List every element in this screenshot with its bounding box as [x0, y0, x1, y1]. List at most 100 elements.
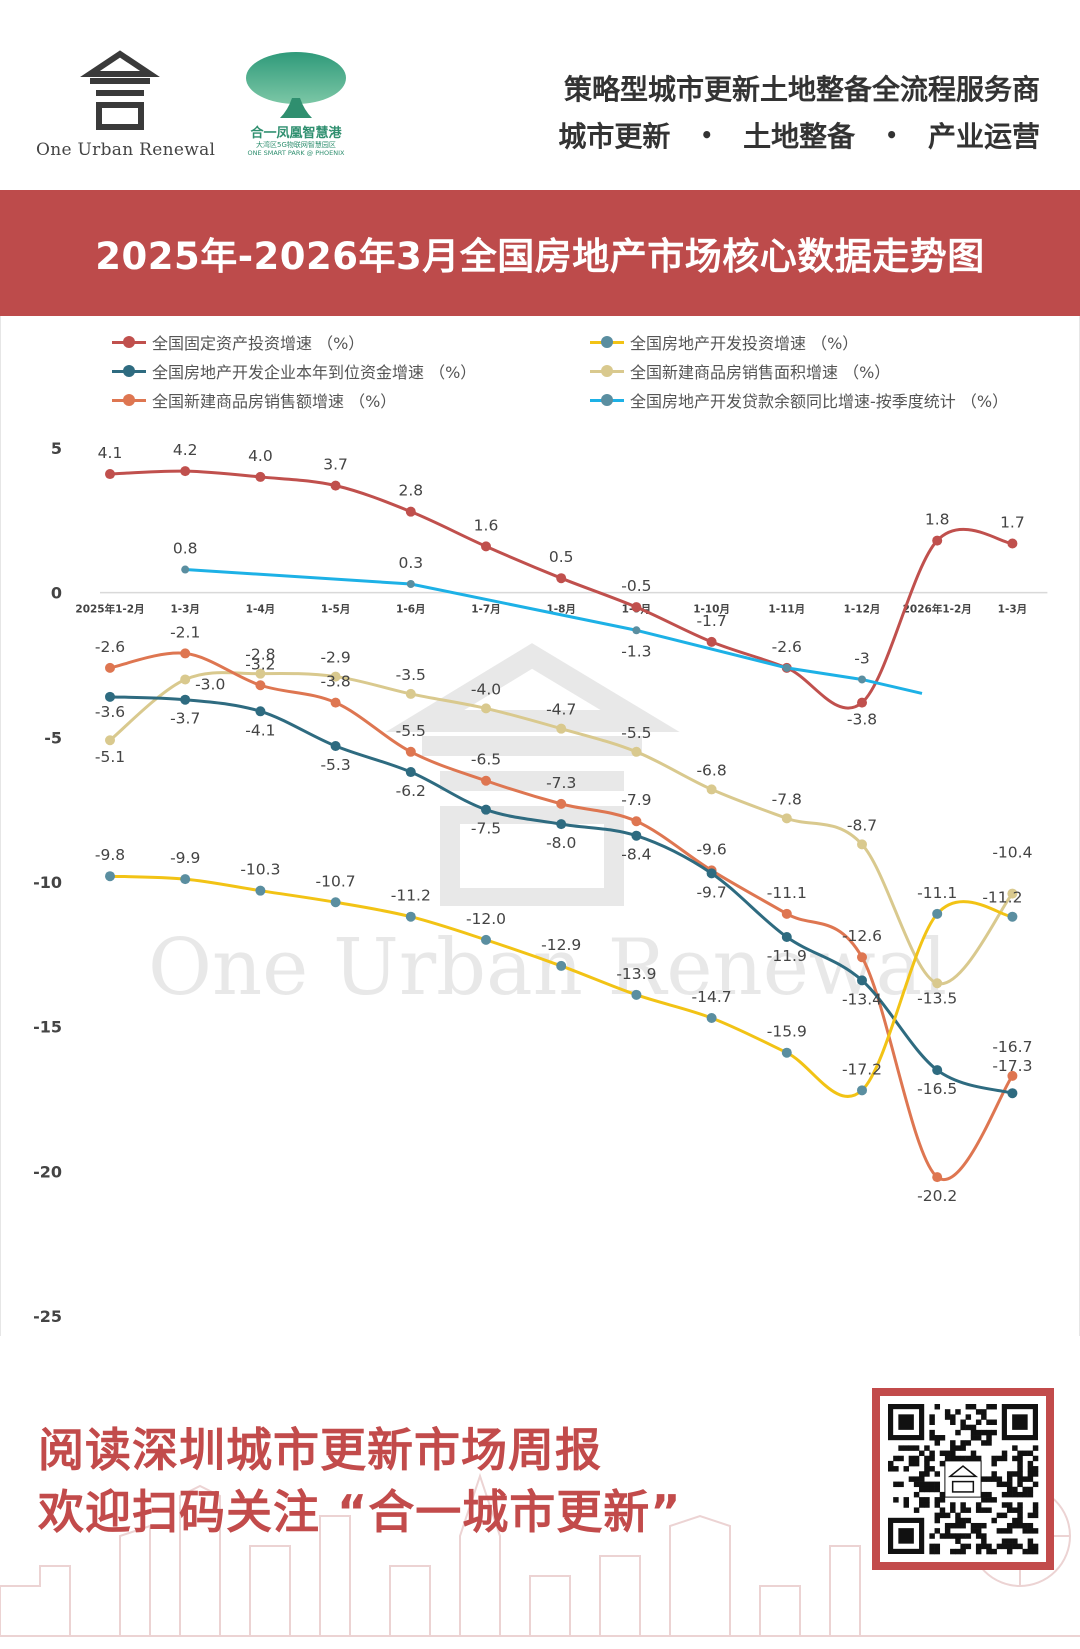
data-label: -1.7 — [696, 612, 726, 630]
qr-module — [934, 1512, 941, 1519]
legend-swatch — [112, 334, 146, 350]
legend-label: 全国新建商品房销售额增速 （%） — [152, 392, 397, 411]
watermark-text: One Urban Renewal — [148, 923, 947, 1013]
data-label: -2.6 — [772, 638, 802, 656]
x-tick-label: 2025年1-2月 — [75, 603, 144, 616]
qr-module — [955, 1409, 961, 1415]
qr-code[interactable] — [872, 1388, 1054, 1570]
qr-module — [934, 1548, 941, 1555]
legend-label: 全国新建商品房销售面积增速 （%） — [630, 363, 891, 382]
qr-module — [1027, 1476, 1034, 1482]
qr-module — [1032, 1528, 1039, 1534]
data-label: -5.5 — [396, 722, 426, 740]
qr-module — [919, 1481, 925, 1488]
x-tick-label: 1-3月 — [170, 604, 199, 616]
qr-module — [913, 1445, 920, 1451]
qr-module — [1001, 1481, 1008, 1488]
qr-module — [1027, 1450, 1034, 1457]
qr-module — [991, 1455, 997, 1462]
qr-module — [986, 1507, 992, 1513]
qr-module — [929, 1533, 935, 1539]
qr-module — [1012, 1445, 1018, 1451]
qr-module — [888, 1460, 894, 1467]
qr-module — [944, 1414, 951, 1420]
qr-module — [996, 1481, 1003, 1488]
data-point — [330, 897, 341, 908]
data-point — [1007, 888, 1018, 899]
qr-module — [970, 1404, 977, 1410]
data-label: -11.2 — [982, 889, 1022, 907]
y-tick-label: 0 — [51, 584, 62, 603]
x-tick-label: 1-3月 — [998, 604, 1027, 616]
qr-module — [981, 1476, 987, 1482]
data-label: 4.2 — [173, 441, 198, 459]
qr-module — [924, 1502, 930, 1508]
data-point — [405, 746, 416, 757]
park-subtitle-en: ONE SMART PARK @ PHOENIX — [247, 149, 345, 157]
qr-module — [965, 1533, 972, 1539]
title-banner: 2025年-2026年3月全国房地产市场核心数据走势图 — [0, 190, 1080, 316]
qr-module — [944, 1450, 951, 1457]
tree-icon — [246, 52, 346, 118]
qr-module — [924, 1471, 930, 1477]
x-tick-label: 1-4月 — [246, 604, 275, 616]
data-point — [405, 911, 416, 922]
qr-module — [1012, 1471, 1018, 1477]
data-label: -3.8 — [847, 711, 877, 729]
x-tick-label: 1-12月 — [844, 604, 881, 616]
qr-module — [1017, 1512, 1023, 1519]
qr-module — [965, 1455, 972, 1462]
y-tick-label: -5 — [44, 728, 62, 747]
qr-module — [1012, 1491, 1018, 1498]
data-point — [1007, 1070, 1018, 1081]
data-label: -11.1 — [917, 884, 957, 902]
qr-module — [1027, 1512, 1034, 1519]
qr-module — [991, 1471, 997, 1477]
qr-module — [929, 1543, 935, 1550]
qr-module — [965, 1543, 972, 1550]
data-label: -2.9 — [320, 649, 350, 667]
data-label: -11.1 — [767, 884, 807, 902]
qr-module — [898, 1455, 904, 1462]
qr-module — [981, 1409, 987, 1415]
data-label: 1.8 — [925, 511, 950, 529]
watermark-logo-icon — [385, 643, 680, 732]
service-land-consolidation: 土地整备 — [743, 120, 856, 153]
qr-module — [893, 1455, 899, 1462]
series-line — [185, 568, 923, 695]
data-point — [782, 663, 791, 672]
data-label: -3.6 — [95, 703, 125, 721]
data-label: -8.4 — [621, 846, 651, 864]
qr-finder — [1012, 1414, 1028, 1430]
qr-module — [934, 1435, 941, 1441]
qr-finder — [898, 1528, 914, 1544]
data-label: -10.7 — [316, 872, 356, 890]
qr-module — [986, 1543, 992, 1550]
legend-label: 全国固定资产投资增速 （%） — [152, 334, 365, 353]
qr-module — [1006, 1543, 1013, 1550]
qr-module — [1006, 1486, 1013, 1493]
data-point — [105, 871, 115, 882]
legend-item: 全国固定资产投资增速 （%） — [112, 330, 364, 354]
data-point — [105, 469, 115, 480]
qr-module — [975, 1522, 982, 1529]
data-label: -3.8 — [320, 673, 350, 691]
qr-module — [934, 1404, 941, 1410]
data-point — [857, 1085, 867, 1096]
x-tick-label: 2026年1-2月 — [903, 603, 972, 616]
qr-module — [913, 1476, 920, 1482]
data-label: -6.2 — [396, 782, 426, 800]
data-point — [857, 839, 867, 850]
data-point — [330, 671, 341, 682]
data-point — [857, 975, 867, 986]
data-point — [180, 674, 191, 685]
data-label: -15.9 — [767, 1023, 807, 1041]
qr-center-logo-icon — [951, 1480, 975, 1493]
data-point — [406, 579, 415, 588]
qr-module — [913, 1507, 920, 1513]
qr-module — [1032, 1548, 1039, 1555]
data-point — [330, 480, 341, 491]
qr-module — [955, 1548, 961, 1555]
qr-module — [1006, 1528, 1013, 1534]
qr-module — [934, 1471, 941, 1477]
